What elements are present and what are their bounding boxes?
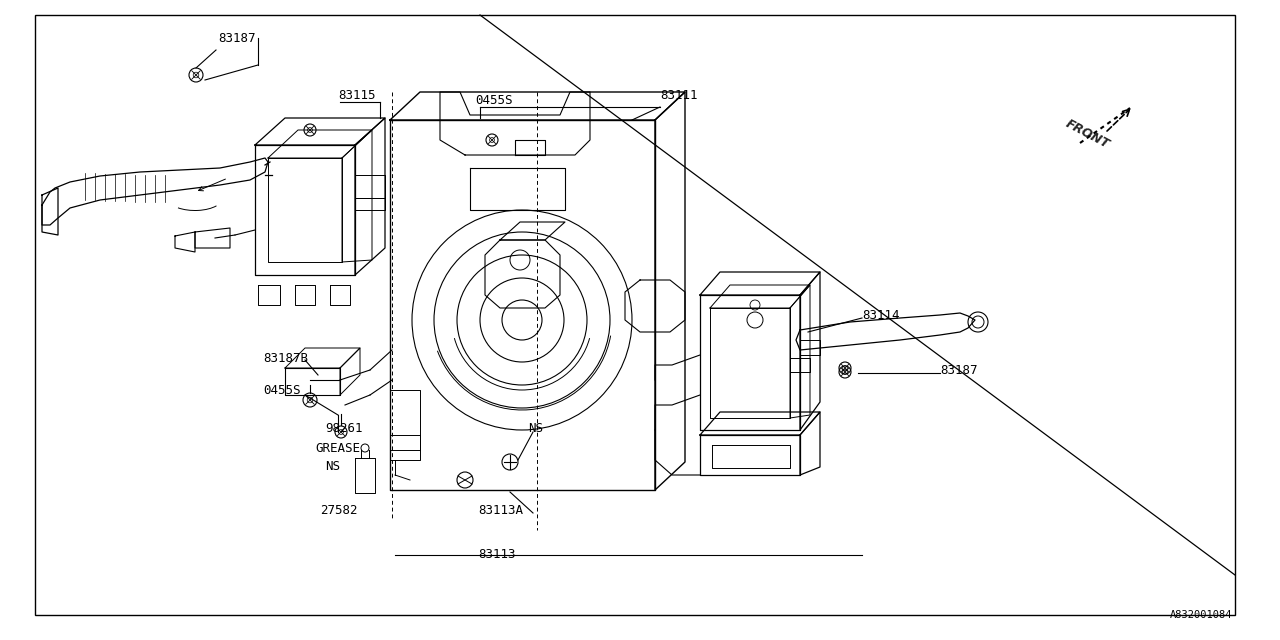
Text: 83115: 83115 bbox=[338, 88, 375, 102]
Text: 27582: 27582 bbox=[320, 504, 357, 516]
Text: A832001084: A832001084 bbox=[1170, 610, 1231, 620]
Text: GREASE: GREASE bbox=[315, 442, 360, 454]
Text: FRONT: FRONT bbox=[1062, 117, 1111, 151]
Text: 83114: 83114 bbox=[861, 308, 900, 321]
Text: NS: NS bbox=[529, 422, 543, 435]
Text: 83113A: 83113A bbox=[477, 504, 524, 516]
Text: 0455S: 0455S bbox=[262, 383, 301, 397]
Text: 83187: 83187 bbox=[940, 364, 978, 376]
Text: 83111: 83111 bbox=[660, 88, 698, 102]
Text: NS: NS bbox=[325, 460, 340, 472]
Text: 98261: 98261 bbox=[325, 422, 362, 435]
Text: 0455S: 0455S bbox=[475, 93, 512, 106]
Text: 83187: 83187 bbox=[218, 31, 256, 45]
Text: 83187B: 83187B bbox=[262, 351, 308, 365]
Text: 83113: 83113 bbox=[477, 548, 516, 561]
